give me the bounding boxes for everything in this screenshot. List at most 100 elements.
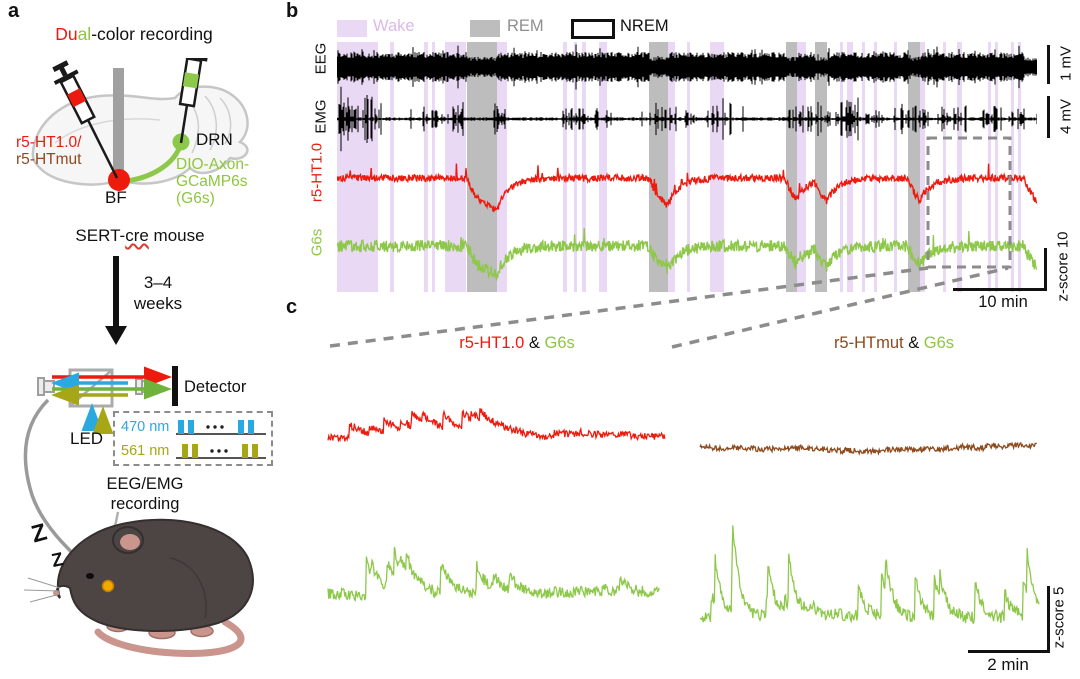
- trace-c_left_red: [327, 408, 666, 443]
- mouse-line-post: mouse: [148, 226, 205, 245]
- g6s-axis-label: G6s: [308, 228, 326, 257]
- sleep-band-wake: [390, 42, 394, 292]
- gcamp-label-1: DIO-Axon-: [176, 156, 250, 173]
- panel-b-label: b: [286, 0, 299, 22]
- sleep-band-wake: [873, 42, 877, 292]
- sleep-band-rem: [785, 42, 797, 292]
- duration-line-1: 3–4: [143, 273, 173, 292]
- recording-label-line-1: EEG/EMG: [106, 475, 184, 493]
- mouse-line-cre: cre: [125, 226, 149, 245]
- recording-label-line-2: recording: [110, 495, 180, 513]
- sleep-band-rem: [908, 42, 921, 292]
- mouse-tail: [94, 618, 245, 657]
- sleep-band-wake: [423, 42, 428, 292]
- emg-scalebar-label: 4 mV: [1057, 99, 1075, 135]
- syringe-red-icon: [52, 60, 96, 125]
- r5ht-axis-label: r5-HT1.0: [308, 142, 326, 203]
- photometry-setup-icon: [37, 366, 178, 434]
- title-part-rest: -color recording: [91, 24, 213, 44]
- c-right-title-amp: &: [903, 334, 924, 352]
- bf-label: BF: [105, 188, 127, 207]
- down-arrow-icon: [105, 256, 127, 345]
- brain-schematic-icon: [31, 58, 249, 191]
- sleep-band-wake: [598, 42, 608, 292]
- c-left-title: r5-HT1.0 & G6s: [397, 334, 637, 353]
- trace-emg: [337, 86, 1037, 152]
- sleep-band-wake: [687, 42, 690, 292]
- c-right-title-sensor: r5-HTmut: [833, 334, 904, 352]
- sleep-band-wake: [431, 42, 435, 292]
- duration-label: 3–4 weeks: [124, 272, 192, 314]
- emg-scalebar: [1047, 96, 1050, 138]
- bf-injection-site: [108, 169, 130, 191]
- time-scalebar-c: [968, 650, 1050, 653]
- syringe-green-icon: [178, 58, 208, 108]
- optical-fiber: [113, 68, 124, 176]
- detector-bar: [172, 366, 178, 406]
- sleep-band-wake: [668, 42, 676, 292]
- eeg-axis-label: EEG: [312, 42, 330, 75]
- fiber-implant-dot: [101, 579, 115, 593]
- wake-legend-label: Wake: [373, 17, 415, 35]
- sleep-band-wake: [1018, 42, 1021, 292]
- time-scalebar-c-label: 2 min: [987, 655, 1029, 674]
- sleep-band-rem: [815, 42, 827, 292]
- c-left-title-sensor: r5-HT1.0: [459, 334, 525, 352]
- zscore5-scalebar-label: z-score 5: [1050, 586, 1068, 649]
- wake-legend-swatch: [337, 20, 367, 37]
- led-label: LED: [70, 429, 104, 448]
- duration-line-2: weeks: [133, 294, 183, 313]
- sleep-band-wake: [1011, 42, 1014, 292]
- sleep-band-wake: [796, 42, 806, 292]
- pulse-train-561-icon: [175, 444, 266, 459]
- detector-label: Detector: [184, 378, 247, 396]
- trace-c_right_green: [699, 525, 1040, 625]
- mouse-eye: [86, 573, 94, 579]
- zscore10-scalebar-v: [1044, 248, 1047, 291]
- sleep-band-wake: [862, 42, 865, 292]
- zscore10-scalebar-label: z-score 10: [1054, 231, 1072, 302]
- sleep-band-wake: [920, 42, 925, 292]
- sleep-band-wake: [710, 42, 725, 292]
- mouse-illustration-icon: [23, 398, 254, 657]
- sleep-band-wake: [582, 42, 586, 292]
- title-part-red: Du: [55, 24, 78, 44]
- rem-legend-swatch: [470, 20, 500, 37]
- title-part-green: al: [77, 24, 92, 44]
- trace-r5ht10: [337, 163, 1037, 213]
- c-right-title-g6s: G6s: [923, 334, 955, 352]
- sleep-band-wake: [894, 42, 897, 292]
- sleep-band-wake: [573, 42, 578, 292]
- sleep-band-wake: [563, 42, 567, 292]
- sensor-label: r5-HT1.0/: [16, 134, 82, 151]
- sleep-band-wake: [444, 42, 466, 292]
- syringe-needle-left: [86, 119, 119, 179]
- pulse-train-470-icon: [175, 420, 266, 435]
- trace-c_left_green: [327, 546, 660, 602]
- nrem-legend-label: NREM: [620, 17, 669, 35]
- sleep-band-rem: [467, 42, 498, 292]
- mouse-line-pre: SERT-: [75, 226, 126, 245]
- trace-eeg: [337, 44, 1037, 90]
- time-scalebar-b-label: 10 min: [978, 293, 1028, 311]
- sleep-band-wake: [497, 42, 508, 292]
- nrem-legend-swatch: [571, 19, 615, 39]
- syringe-needle-right: [179, 104, 189, 144]
- sleep-band-wake: [847, 42, 853, 292]
- gcamp-label-2: GCaMP6s: [176, 173, 248, 190]
- eeg-emg-recording-label: EEG/EMG recording: [85, 474, 205, 514]
- eeg-scalebar-label: 1 mV: [1057, 46, 1075, 82]
- sleep-band-rem: [649, 42, 669, 292]
- pulse-protocol-box: 470 nm 561 nm: [113, 411, 273, 466]
- sleep-band-wake: [840, 42, 844, 292]
- pulse-561-label: 561 nm: [121, 443, 170, 459]
- c-left-title-g6s: G6s: [544, 334, 575, 352]
- time-scalebar-b: [953, 288, 1047, 291]
- mut-label: r5-HTmut: [16, 151, 82, 168]
- trace-c_right_brown: [699, 441, 1037, 456]
- eeg-scalebar: [1047, 45, 1050, 84]
- panel-b-traces: [337, 44, 1037, 282]
- pulse-470-label: 470 nm: [121, 419, 170, 435]
- panel-a-label: a: [8, 0, 20, 22]
